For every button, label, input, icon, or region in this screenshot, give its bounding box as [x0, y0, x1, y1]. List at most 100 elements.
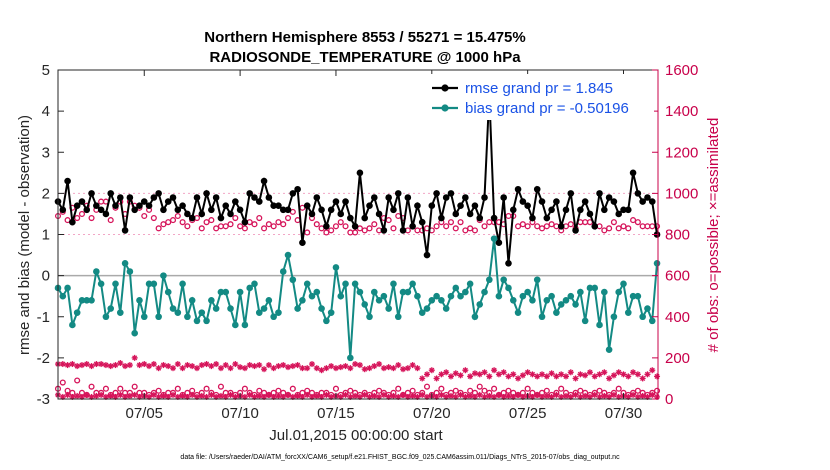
obs-assimilated-point [155, 365, 162, 372]
rmse-point [184, 210, 191, 218]
star-stroke [592, 392, 598, 398]
star-stroke [275, 393, 282, 399]
rmse-point [78, 198, 86, 205]
rmse-point [270, 202, 277, 210]
obs-assimilated-point [265, 391, 272, 398]
bias-point [447, 292, 455, 300]
footnote: data file: /Users/raeder/DAI/ATM_forcXX/… [180, 454, 620, 461]
star-stroke [611, 372, 617, 378]
star-stroke [146, 394, 152, 400]
star-stroke [491, 367, 497, 373]
bias-point [620, 280, 627, 288]
star-stroke [170, 365, 176, 371]
rmse-point [462, 194, 469, 201]
star-stroke [141, 361, 147, 367]
star-stroke [400, 366, 406, 372]
obs-assimilated-point [582, 392, 589, 399]
rmse-point [533, 185, 541, 193]
star-stroke [558, 394, 564, 400]
star-stroke [520, 372, 526, 378]
rmse-point [347, 214, 354, 222]
star-stroke [611, 392, 617, 398]
star-stroke [390, 365, 397, 371]
star-stroke [199, 362, 205, 368]
rmse-point [509, 206, 517, 214]
bias-point [370, 288, 378, 296]
obs-assimilated-point [400, 366, 407, 373]
bias-point [615, 288, 623, 296]
rmse-point [457, 202, 464, 210]
obs-assimilated-point [203, 361, 210, 368]
obs-possible-point [476, 383, 483, 390]
bias-point [232, 321, 239, 329]
obs-assimilated-point [572, 391, 579, 398]
rmse-point [332, 198, 340, 205]
star-stroke [592, 373, 598, 379]
obs-assimilated-point [342, 363, 349, 370]
obs-assimilated-point [352, 361, 359, 368]
bias-point [428, 297, 436, 304]
star-stroke [242, 394, 248, 400]
obs-assimilated-point [486, 373, 493, 380]
rmse-point [356, 169, 364, 177]
star-stroke [410, 362, 416, 368]
star-stroke [563, 373, 569, 379]
obs-possible-point [538, 225, 546, 232]
obs-assimilated-point [591, 391, 598, 398]
rmse-point [514, 185, 522, 193]
star-stroke [223, 362, 229, 368]
star-stroke [362, 366, 368, 372]
bias-point [610, 313, 618, 321]
obs-assimilated-point [567, 369, 574, 376]
star-stroke [88, 394, 95, 400]
bias-point [83, 297, 91, 304]
bias-point [332, 264, 340, 271]
obs-assimilated-point [189, 363, 196, 370]
obs-assimilated-point [380, 391, 387, 398]
obs-assimilated-point [102, 362, 109, 369]
star-stroke [400, 392, 406, 398]
bias-point [500, 276, 507, 284]
obs-possible-point [332, 385, 340, 392]
obs-possible-point [634, 387, 641, 394]
star-stroke [568, 369, 574, 375]
obs-assimilated-point [630, 391, 637, 398]
star-stroke [644, 371, 651, 377]
star-stroke [314, 393, 320, 399]
rmse-point [308, 210, 316, 218]
obs-possible-point [203, 219, 210, 226]
obs-assimilated-point [93, 392, 100, 399]
obs-possible-point [352, 229, 359, 236]
obs-assimilated-point [227, 391, 234, 398]
obs-assimilated-point [107, 363, 114, 370]
obs-assimilated-point [217, 365, 224, 372]
obs-possible-point [222, 223, 229, 230]
star-stroke [218, 365, 224, 371]
obs-assimilated-point [447, 373, 454, 380]
obs-assimilated-point [98, 391, 105, 398]
obs-assimilated-point [639, 392, 646, 399]
rmse-point [634, 190, 642, 197]
rmse-point [227, 210, 234, 218]
legend-rmse-marker [441, 84, 449, 92]
star-stroke [232, 394, 238, 400]
obs-possible-point [284, 215, 292, 222]
obs-assimilated-point [170, 365, 177, 372]
obs-possible-point [155, 225, 162, 232]
obs-assimilated-point [548, 370, 555, 377]
star-stroke [472, 370, 478, 376]
bias-point [624, 309, 632, 316]
bias-point [150, 280, 158, 288]
bias-point [260, 305, 268, 312]
obs-possible-point [634, 219, 641, 226]
star-stroke [457, 392, 464, 398]
star-stroke [481, 369, 488, 375]
obs-assimilated-point [467, 392, 474, 399]
star-stroke [448, 393, 454, 399]
bias-point [88, 297, 95, 304]
star-stroke [247, 362, 253, 368]
rmse-point [327, 206, 335, 214]
star-stroke [347, 394, 353, 400]
rmse-point [241, 218, 249, 226]
rmse-point [380, 227, 388, 234]
